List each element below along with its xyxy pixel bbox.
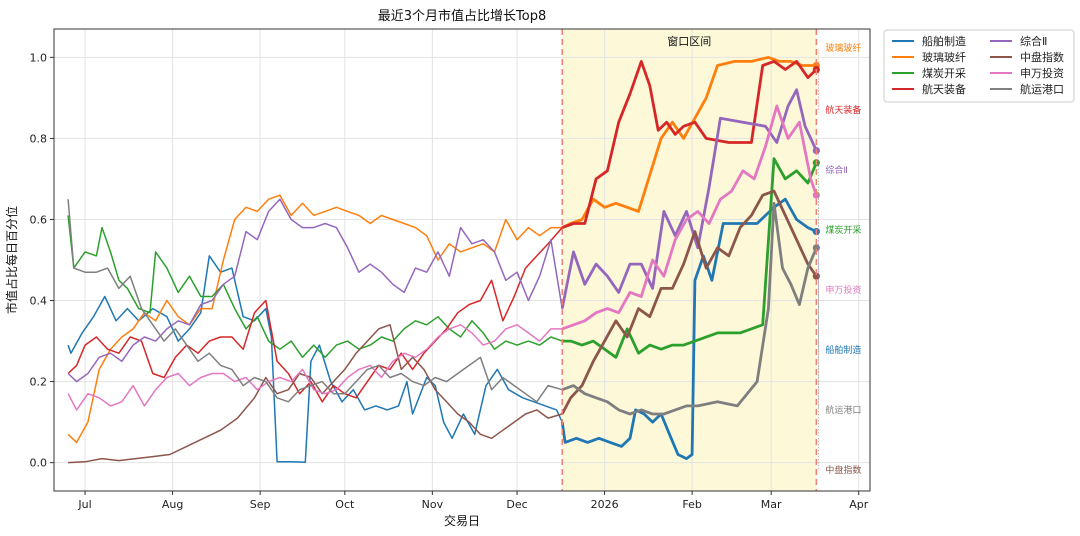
x-axis-title: 交易日 — [444, 513, 480, 528]
y-tick-label: 0.0 — [30, 457, 48, 470]
legend-item: 航天装备 — [892, 82, 966, 96]
series-line-pre — [67, 198, 563, 383]
y-tick-label: 0.6 — [30, 213, 48, 226]
legend-label: 申万投资 — [1020, 66, 1064, 80]
axes-frame — [53, 28, 871, 492]
series-line-pre — [67, 194, 563, 444]
y-tick-label: 0.4 — [30, 295, 48, 308]
chart-title: 最近3个月市值占比增长Top8 — [378, 8, 546, 24]
x-tick-label: Aug — [162, 498, 183, 511]
legend-item: 船舶制造 — [892, 34, 966, 48]
series-line-pre — [67, 199, 563, 403]
x-tick-label: Oct — [335, 498, 355, 511]
legend-label: 航天装备 — [922, 82, 966, 96]
series-line-window — [561, 104, 818, 331]
series-4 — [67, 60, 820, 403]
window-label: 窗口区间 — [667, 34, 711, 48]
x-tick-label: Nov — [422, 498, 444, 511]
x-tick-label: Apr — [849, 498, 869, 511]
x-tick-label: Feb — [682, 498, 701, 511]
x-tick-label: Dec — [506, 498, 527, 511]
legend-box — [883, 29, 1075, 103]
end-label: 综合Ⅱ — [825, 164, 847, 176]
x-tick-label: Mar — [761, 498, 782, 511]
y-axis-title: 市值占比每日百分位 — [4, 206, 19, 314]
series-line-window — [560, 189, 818, 415]
legend-item: 玻璃玻纤 — [892, 50, 966, 64]
series-line-pre — [67, 324, 563, 411]
legend-label: 煤炭开采 — [922, 67, 966, 80]
end-label: 玻璃玻纤 — [825, 42, 861, 54]
legend-item: 煤炭开采 — [892, 67, 966, 80]
legend-label: 玻璃玻纤 — [922, 50, 966, 64]
y-tick-label: 0.2 — [30, 376, 48, 389]
legend-label: 航运港口 — [1020, 82, 1064, 96]
end-label: 中盘指数 — [825, 464, 861, 476]
end-label: 申万投资 — [825, 284, 861, 296]
series-line-window — [561, 201, 818, 416]
series-line-pre — [68, 324, 563, 464]
series-line-pre — [67, 215, 563, 359]
y-tick-label: 0.8 — [30, 132, 48, 145]
legend-item: 航运港口 — [990, 82, 1064, 96]
legend-label: 综合Ⅱ — [1020, 34, 1047, 48]
legend-item: 申万投资 — [990, 66, 1064, 80]
window-region — [562, 29, 817, 491]
end-label: 煤炭开采 — [825, 224, 861, 236]
series-line-window — [561, 60, 818, 229]
x-tick-label: 2026 — [591, 498, 619, 511]
x-tick-label: Sep — [250, 498, 271, 511]
series-3 — [67, 157, 820, 359]
end-label: 船舶制造 — [825, 344, 861, 356]
y-tick-label: 1.0 — [30, 51, 48, 64]
series-line-window — [562, 157, 818, 359]
legend-item: 综合Ⅱ — [990, 34, 1047, 48]
series-line-pre — [67, 227, 563, 403]
x-tick-label: Jul — [77, 498, 91, 511]
end-label: 航天装备 — [825, 104, 861, 116]
series-line-window — [560, 197, 817, 461]
legend-item: 中盘指数 — [990, 50, 1064, 64]
legend-label: 中盘指数 — [1020, 50, 1064, 64]
legend-label: 船舶制造 — [922, 34, 966, 48]
end-label: 航运港口 — [825, 404, 861, 416]
